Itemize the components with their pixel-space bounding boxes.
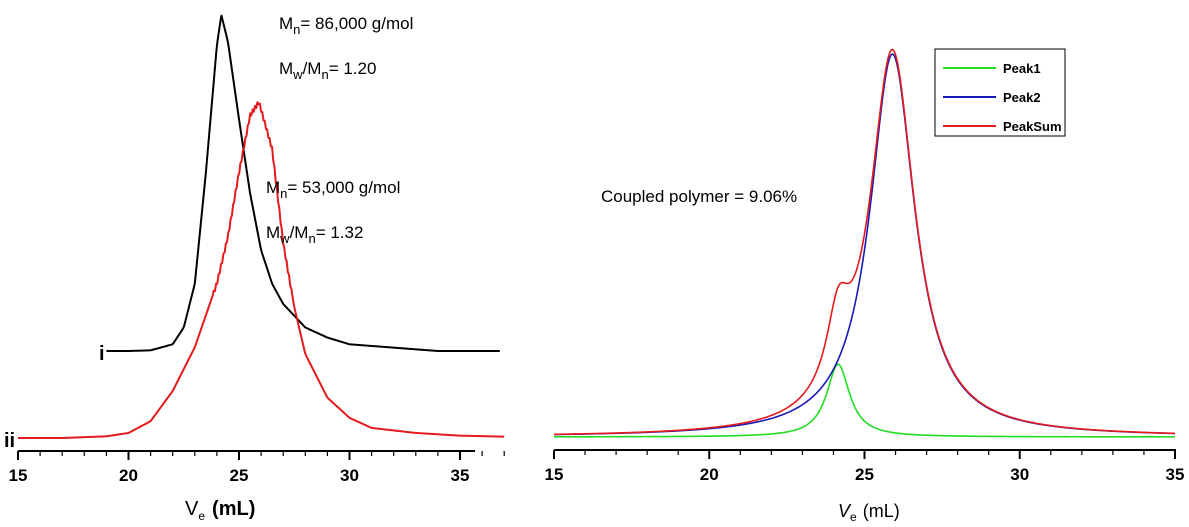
trace-lines	[18, 14, 505, 439]
series-line-peak2	[553, 53, 1176, 436]
chart-gpc-traces: 15 20 25 30 35 Ve (mL) i ii Mn= 86,000 g/mol …	[4, 14, 505, 523]
peak-lines	[553, 48, 1176, 438]
legend-box	[934, 48, 1066, 137]
series-line-peak1	[554, 363, 1176, 438]
x-tick-label: 15	[545, 465, 564, 484]
series-line-ii	[18, 101, 505, 439]
x-axis-unit: (mL)	[212, 498, 255, 520]
x-axis-title: Ve (mL)	[185, 498, 255, 523]
x-tick-label: 35	[1166, 465, 1185, 484]
x-axis-ticks	[553, 450, 1176, 459]
x-axis-ticks	[17, 451, 505, 460]
series-line-peaksum	[553, 48, 1176, 436]
x-tick-label: 35	[451, 466, 470, 485]
x-tick-label: 25	[230, 466, 249, 485]
x-axis-tick-labels: 15 20 25 30 35	[545, 465, 1185, 484]
annotation-coupled-polymer: Coupled polymer = 9.06%	[601, 187, 797, 206]
x-tick-label: 30	[340, 466, 359, 485]
annotation-pdi-trace-i: Mw/Mn= 1.20	[279, 59, 376, 82]
x-axis-unit: (mL)	[863, 501, 900, 521]
annotation-mn-trace-i: Mn= 86,000 g/mol	[279, 14, 413, 37]
trace-label-ii: ii	[4, 430, 15, 452]
legend-label-peaksum: PeakSum	[1003, 119, 1062, 134]
x-tick-label: 30	[1010, 465, 1029, 484]
legend-label-peak1: Peak1	[1003, 61, 1041, 76]
legend: Peak1 Peak2 PeakSum	[934, 48, 1066, 137]
x-axis-title: Ve (mL)	[838, 501, 900, 524]
annotation-pdi-trace-ii: Mw/Mn= 1.32	[266, 223, 363, 246]
x-tick-label: 25	[855, 465, 874, 484]
x-axis-subscript: e	[850, 510, 857, 524]
x-tick-label: 20	[119, 466, 138, 485]
series-line-i	[106, 14, 500, 352]
x-axis-subscript: e	[198, 509, 205, 523]
trace-label-i: i	[99, 343, 105, 365]
x-tick-label: 15	[9, 466, 28, 485]
x-axis-symbol: V	[185, 498, 199, 520]
annotation-mn-trace-ii: Mn= 53,000 g/mol	[266, 178, 400, 201]
x-axis-tick-labels: 15 20 25 30 35	[9, 466, 470, 485]
legend-label-peak2: Peak2	[1003, 90, 1041, 105]
x-axis-symbol: V	[838, 501, 852, 521]
chart-peak-deconvolution: 15 20 25 30 35 Ve (mL) Coupled polymer = 9.06…	[545, 48, 1185, 524]
x-tick-label: 20	[700, 465, 719, 484]
